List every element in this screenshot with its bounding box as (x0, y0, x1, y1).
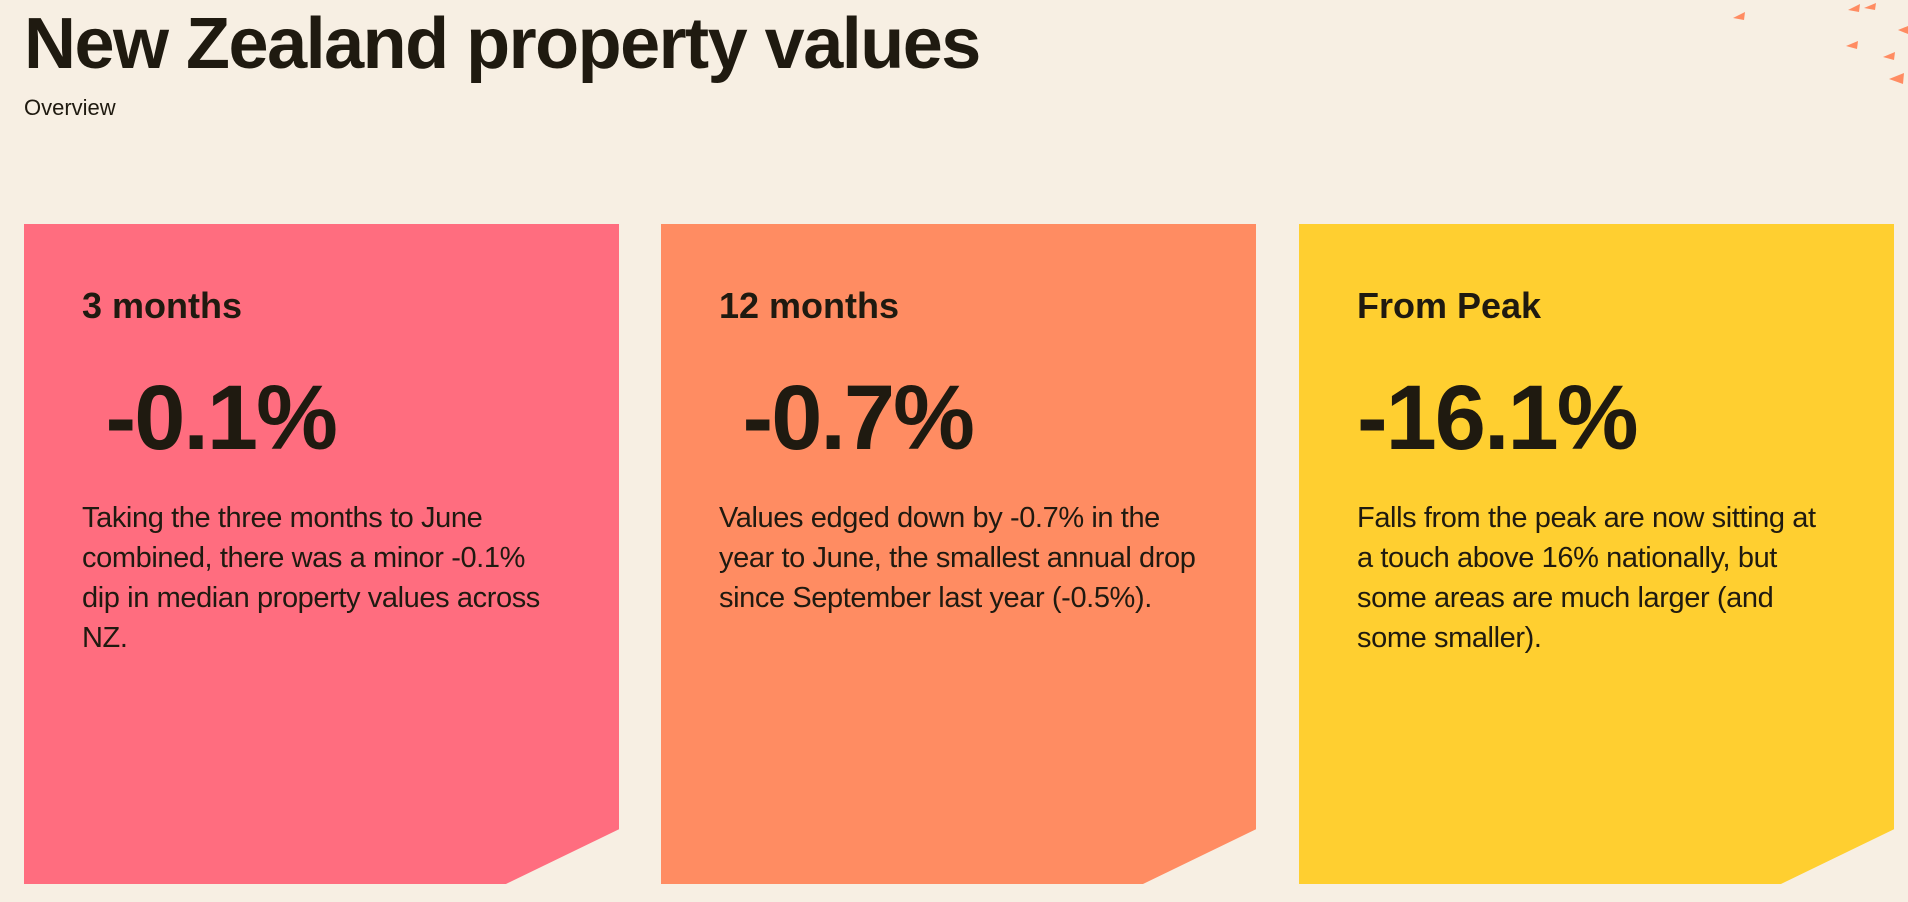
card-from-peak: From Peak -16.1% Falls from the peak are… (1299, 224, 1894, 884)
card-3-months: 3 months -0.1% Taking the three months t… (24, 224, 619, 884)
page-subtitle: Overview (24, 95, 116, 120)
card-label: 3 months (82, 285, 243, 326)
card-description: Values edged down by -0.7% in the year t… (719, 502, 1196, 614)
card-label: 12 months (719, 285, 900, 326)
card-label: From Peak (1357, 285, 1542, 326)
page-title: New Zealand property values (24, 4, 981, 84)
card-description: Falls from the peak are now sitting at a… (1357, 502, 1816, 654)
card-description: Taking the three months to June combined… (82, 502, 540, 654)
card-value: -0.1% (82, 367, 338, 469)
card-12-months: 12 months -0.7% Values edged down by -0.… (661, 224, 1256, 884)
confetti-triangles-icon (1733, 3, 1908, 84)
card-value: -16.1% (1357, 367, 1638, 469)
card-value: -0.7% (719, 367, 975, 469)
